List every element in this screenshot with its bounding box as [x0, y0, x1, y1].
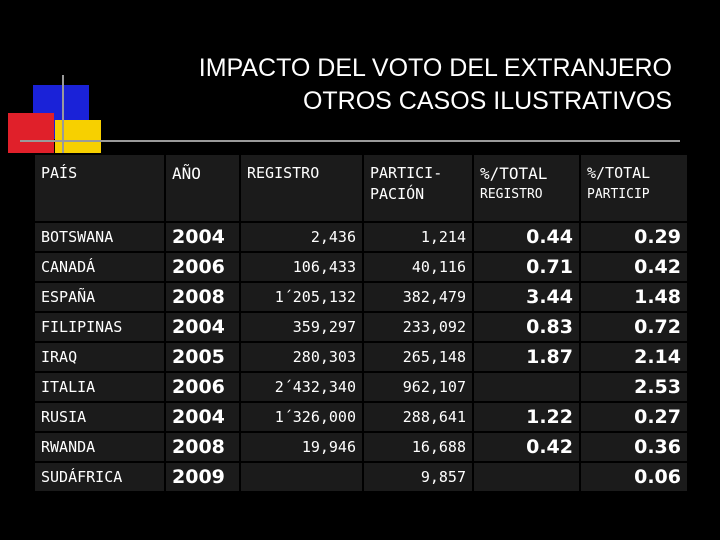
- cell-pct-registro: 0.44: [472, 221, 581, 253]
- cell-pais: FILIPINAS: [33, 311, 166, 343]
- header-participacion-line-2: PACIÓN: [370, 185, 425, 203]
- table-body: BOTSWANA 2004 2,436 1,214 0.44 0.29 CANADÁ 2006…: [33, 221, 689, 493]
- cell-pct-registro: [472, 461, 581, 493]
- cell-registro: 2,436: [239, 221, 364, 253]
- cell-pct-particip: 0.36: [579, 431, 689, 463]
- cell-pct-registro: 0.42: [472, 431, 581, 463]
- cell-anio: 2008: [164, 281, 241, 313]
- cell-anio: 2005: [164, 341, 241, 373]
- cell-participacion: 962,107: [362, 371, 474, 403]
- header-pct-particip-line-1: %/TOTAL: [587, 164, 651, 182]
- cell-pais: CANADÁ: [33, 251, 166, 283]
- table-row: ITALIA 2006 2´432,340 962,107 2.53: [33, 371, 689, 403]
- header-pct-registro: %/TOTAL REGISTRO: [472, 153, 581, 223]
- data-table: PAÍS AÑO REGISTRO PARTICI- PACIÓN %/TOTA…: [33, 153, 689, 493]
- cell-participacion: 16,688: [362, 431, 474, 463]
- cell-participacion: 40,116: [362, 251, 474, 283]
- cell-pct-particip: 0.72: [579, 311, 689, 343]
- header-pct-particip: %/TOTAL PARTICIP: [579, 153, 689, 223]
- cell-registro: [239, 461, 364, 493]
- cell-pct-registro: 3.44: [472, 281, 581, 313]
- cell-pais: RWANDA: [33, 431, 166, 463]
- header-pais: PAÍS: [33, 153, 166, 223]
- table-row: RWANDA 2008 19,946 16,688 0.42 0.36: [33, 431, 689, 463]
- cell-participacion: 1,214: [362, 221, 474, 253]
- cell-anio: 2009: [164, 461, 241, 493]
- header-anio: AÑO: [164, 153, 241, 223]
- header-participacion-line-1: PARTICI-: [370, 164, 443, 182]
- cell-pct-particip: 0.29: [579, 221, 689, 253]
- cell-anio: 2004: [164, 401, 241, 433]
- cell-pais: SUDÁFRICA: [33, 461, 166, 493]
- cell-pct-registro: 0.83: [472, 311, 581, 343]
- cell-pct-registro: [472, 371, 581, 403]
- table-row: FILIPINAS 2004 359,297 233,092 0.83 0.72: [33, 311, 689, 343]
- table-row: BOTSWANA 2004 2,436 1,214 0.44 0.29: [33, 221, 689, 253]
- cell-anio: 2004: [164, 221, 241, 253]
- title-line-2: OTROS CASOS ILUSTRATIVOS: [302, 87, 672, 115]
- cell-anio: 2004: [164, 311, 241, 343]
- cell-participacion: 9,857: [362, 461, 474, 493]
- cell-pct-registro: 0.71: [472, 251, 581, 283]
- cell-registro: 1´326,000: [239, 401, 364, 433]
- header-registro: REGISTRO: [239, 153, 364, 223]
- title-line-1: IMPACTO DEL VOTO DEL EXTRANJERO: [198, 54, 672, 82]
- cell-participacion: 265,148: [362, 341, 474, 373]
- cell-pct-registro: 1.87: [472, 341, 581, 373]
- decorative-horizontal-line: [20, 140, 680, 142]
- header-participacion: PARTICI- PACIÓN: [362, 153, 474, 223]
- decorative-red-square: [8, 113, 54, 153]
- cell-pais: IRAQ: [33, 341, 166, 373]
- cell-pais: ITALIA: [33, 371, 166, 403]
- table-row: IRAQ 2005 280,303 265,148 1.87 2.14: [33, 341, 689, 373]
- cell-registro: 106,433: [239, 251, 364, 283]
- cell-anio: 2006: [164, 251, 241, 283]
- cell-pct-particip: 0.27: [579, 401, 689, 433]
- cell-pct-registro: 1.22: [472, 401, 581, 433]
- cell-registro: 1´205,132: [239, 281, 364, 313]
- cell-registro: 280,303: [239, 341, 364, 373]
- cell-pct-particip: 2.53: [579, 371, 689, 403]
- cell-pct-particip: 0.42: [579, 251, 689, 283]
- cell-pais: ESPAÑA: [33, 281, 166, 313]
- header-pct-registro-line-2: REGISTRO: [480, 187, 543, 202]
- cell-registro: 19,946: [239, 431, 364, 463]
- cell-pct-particip: 2.14: [579, 341, 689, 373]
- table-row: RUSIA 2004 1´326,000 288,641 1.22 0.27: [33, 401, 689, 433]
- cell-participacion: 233,092: [362, 311, 474, 343]
- cell-participacion: 288,641: [362, 401, 474, 433]
- header-pct-particip-line-2: PARTICIP: [587, 187, 650, 202]
- page-title: IMPACTO DEL VOTO DEL EXTRANJERO OTROS CA…: [199, 52, 672, 118]
- table-header-row: PAÍS AÑO REGISTRO PARTICI- PACIÓN %/TOTA…: [33, 153, 689, 223]
- table-row: ESPAÑA 2008 1´205,132 382,479 3.44 1.48: [33, 281, 689, 313]
- cell-pct-particip: 0.06: [579, 461, 689, 493]
- cell-anio: 2008: [164, 431, 241, 463]
- table-row: CANADÁ 2006 106,433 40,116 0.71 0.42: [33, 251, 689, 283]
- table-row: SUDÁFRICA 2009 9,857 0.06: [33, 461, 689, 493]
- cell-pct-particip: 1.48: [579, 281, 689, 313]
- decorative-vertical-line: [62, 75, 64, 170]
- header-pct-registro-line-1: %/TOTAL: [480, 164, 548, 183]
- cell-anio: 2006: [164, 371, 241, 403]
- cell-participacion: 382,479: [362, 281, 474, 313]
- cell-registro: 359,297: [239, 311, 364, 343]
- cell-pais: RUSIA: [33, 401, 166, 433]
- cell-registro: 2´432,340: [239, 371, 364, 403]
- cell-pais: BOTSWANA: [33, 221, 166, 253]
